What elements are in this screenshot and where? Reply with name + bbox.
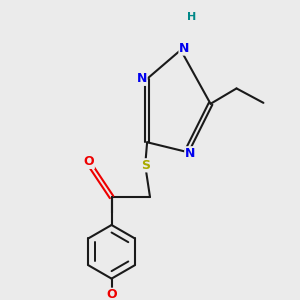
Text: H: H bbox=[187, 12, 196, 22]
Text: O: O bbox=[106, 288, 117, 300]
Text: O: O bbox=[84, 155, 94, 168]
Text: N: N bbox=[185, 147, 195, 160]
Text: S: S bbox=[141, 159, 150, 172]
Text: N: N bbox=[179, 42, 189, 55]
Text: N: N bbox=[137, 72, 147, 85]
